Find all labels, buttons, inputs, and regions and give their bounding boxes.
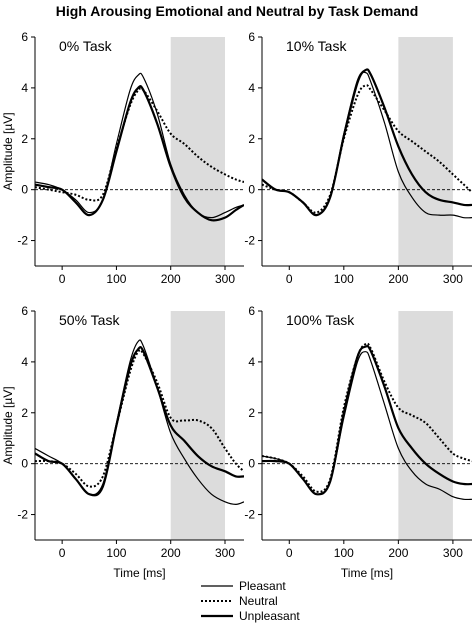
shaded-window [398,311,453,540]
series-line-unpleasant [262,68,472,217]
y-tick-label: -2 [244,234,255,248]
series-line-neutral [262,342,472,493]
x-tick-label: 300 [443,272,463,286]
legend-label-pleasant: Pleasant [239,579,286,593]
y-tick-label: 0 [248,183,255,197]
legend-label-neutral: Neutral [239,594,278,608]
series-line-unpleasant [262,344,472,496]
x-tick-label: 300 [443,546,463,560]
series-line-unpleasant [35,85,244,222]
y-tick-label: -2 [17,508,28,522]
panel-3: -2 0 2 4 6 0 100 200 300 50% Task Amplitude [µV] Ti… [1,304,244,580]
x-tick-label: 0 [59,546,66,560]
y-tick-label: 2 [248,406,255,420]
panel-4: -2 0 2 4 6 0 100 200 300 100% Task Time [ms] [244,304,472,580]
x-tick-label: 300 [215,272,235,286]
y-tick-label: 4 [21,81,28,95]
x-axis-label: Time [ms] [341,566,393,580]
x-tick-label: 100 [106,272,126,286]
x-tick-label: 100 [106,546,126,560]
panel-label: 100% Task [286,312,355,328]
series-line-neutral [35,87,244,202]
y-tick-label: 2 [248,132,255,146]
chart-title: High Arousing Emotional and Neutral by T… [56,3,419,19]
y-tick-label: 2 [21,406,28,420]
x-tick-label: 200 [161,546,181,560]
panel-1: -2 0 2 4 6 0 100 200 300 0% Task Amplitude [µV] [1,30,244,286]
y-tick-label: 6 [21,304,28,318]
y-tick-label: 4 [248,81,255,95]
y-tick-label: 0 [21,183,28,197]
x-tick-label: 200 [161,272,181,286]
series-line-unpleasant [35,345,244,497]
y-tick-label: 2 [21,132,28,146]
y-tick-label: 6 [248,304,255,318]
x-tick-label: 0 [286,546,293,560]
panel-label: 0% Task [59,38,113,54]
y-tick-label: 4 [21,355,28,369]
x-tick-label: 100 [334,272,354,286]
y-tick-label: 0 [21,457,28,471]
y-tick-label: -2 [244,508,255,522]
shaded-window [170,311,225,540]
x-tick-label: 0 [59,272,66,286]
x-tick-label: 100 [334,546,354,560]
y-tick-label: 0 [248,457,255,471]
panel-2: -2 0 2 4 6 0 100 200 300 10% Task [244,30,472,286]
y-tick-label: 4 [248,355,255,369]
series-line-pleasant [35,72,244,219]
x-tick-label: 200 [388,272,408,286]
y-tick-label: 6 [21,30,28,44]
x-tick-label: 300 [215,546,235,560]
panel-label: 50% Task [59,312,120,328]
panel-label: 10% Task [286,38,347,54]
y-tick-label: 6 [248,30,255,44]
y-axis-label: Amplitude [µV] [1,386,15,464]
legend-label-unpleasant: Unpleasant [239,609,300,623]
x-tick-label: 0 [286,272,293,286]
y-tick-label: -2 [17,234,28,248]
x-tick-label: 200 [388,546,408,560]
shaded-window [170,37,225,266]
x-axis-label: Time [ms] [113,566,165,580]
y-axis-label: Amplitude [µV] [1,112,15,190]
